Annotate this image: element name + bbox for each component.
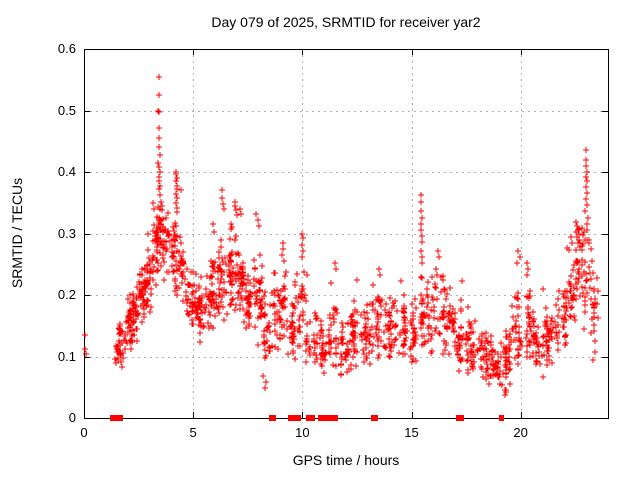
- zero-value-mark: [333, 415, 338, 421]
- zero-value-mark: [291, 415, 296, 421]
- x-axis-label: GPS time / hours: [292, 452, 400, 468]
- zero-value-mark: [329, 415, 334, 421]
- plot-border: [84, 49, 609, 419]
- y-tick-label: 0.3: [57, 225, 76, 241]
- zero-value-mark: [499, 415, 504, 421]
- y-tick-label: 0.6: [57, 41, 76, 56]
- scatter-points: [82, 74, 601, 398]
- zero-value-mark: [456, 415, 461, 421]
- zero-value-mark: [318, 415, 323, 421]
- zero-value-mark: [271, 415, 276, 421]
- y-tick-label: 0.2: [57, 287, 76, 302]
- x-tick-label: 10: [295, 425, 310, 440]
- y-tick-label: 0: [68, 410, 76, 425]
- zero-value-mark: [459, 415, 464, 421]
- zero-axis-marks: [110, 415, 504, 421]
- x-tick-label: 15: [404, 425, 419, 440]
- x-tick-label: 0: [80, 425, 88, 440]
- zero-value-mark: [373, 415, 378, 421]
- zero-value-mark: [310, 415, 315, 421]
- zero-value-mark: [110, 415, 115, 421]
- y-tick-label: 0.5: [57, 102, 76, 118]
- zero-value-mark: [118, 415, 123, 421]
- x-tick-label: 5: [189, 425, 197, 440]
- y-tick-label: 0.4: [57, 164, 76, 179]
- zero-value-mark: [325, 415, 330, 421]
- y-tick-label: 0.1: [57, 348, 76, 364]
- zero-value-mark: [321, 415, 326, 421]
- x-tick-label: 20: [513, 425, 528, 440]
- chart-title: Day 079 of 2025, SRMTID for receiver yar…: [211, 14, 481, 30]
- zero-value-mark: [296, 415, 301, 421]
